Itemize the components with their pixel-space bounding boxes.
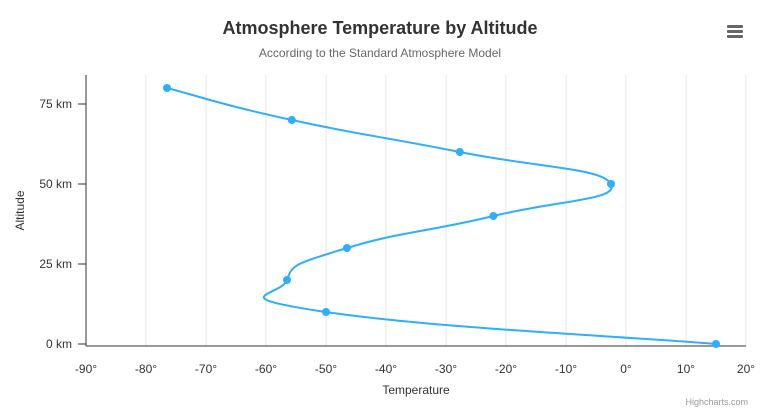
hamburger-menu-icon[interactable] [723,20,747,42]
grid-lines [85,75,747,346]
credits-link[interactable]: Highcharts.com [685,397,748,407]
y-tick-label: 75 km [39,97,72,111]
y-tick-label: 25 km [39,257,72,271]
x-tick-label: -90° [75,362,97,376]
series-group [163,84,720,348]
x-tick-label: -40° [375,362,397,376]
series-line [166,87,717,345]
chart-subtitle: According to the Standard Atmosphere Mod… [258,46,502,60]
x-tick-label: -10° [555,362,577,376]
x-tick-label: 10° [677,362,695,376]
x-tick-label: 0° [620,362,632,376]
y-tick-label: 0 km [46,337,72,351]
data-point[interactable] [455,148,464,156]
x-tick-label: -80° [135,362,157,376]
x-tick-label: -50° [315,362,337,376]
data-point[interactable] [283,276,291,284]
y-tick-label: 50 km [39,177,72,191]
chart-title: Atmosphere Temperature by Altitude [222,18,538,38]
data-point[interactable] [322,308,330,316]
data-point[interactable] [343,244,351,252]
x-tick-label: -60° [255,362,277,376]
data-point[interactable] [607,180,615,188]
x-axis-title: Temperature [382,383,450,397]
data-point[interactable] [712,340,720,348]
y-axis-title: Altitude [13,190,27,230]
y-axis: 0 km 25 km 50 km 75 km [39,75,87,351]
data-point[interactable] [163,84,171,92]
x-tick-label: -20° [495,362,517,376]
x-tick-label: -70° [195,362,217,376]
x-axis: -90° -80° -70° -60° -50° -40° -30° -20° -10° 0° 10… [75,345,755,376]
data-point[interactable] [489,212,498,220]
x-tick-label: -30° [435,362,457,376]
data-point[interactable] [287,116,296,124]
x-tick-label: 20° [737,362,755,376]
